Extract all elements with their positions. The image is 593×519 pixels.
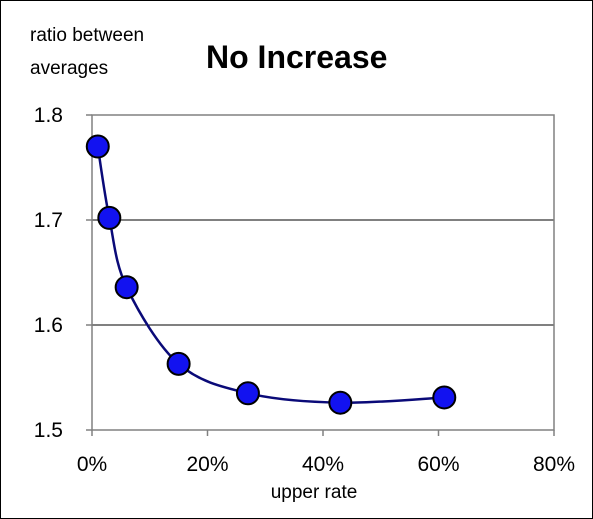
x-tick-label-2: 40% [302, 453, 344, 476]
x-axis-label: upper rate [271, 482, 358, 503]
y-axis-label-line-1: ratio between [30, 25, 144, 46]
data-point-6 [432, 385, 457, 410]
y-tick-label-1: 1.6 [34, 314, 63, 337]
tick-labels: 0% 20% 40% 60% 80% 1.5 1.6 1.7 1.8 [34, 104, 575, 476]
x-tick-label-1: 20% [186, 453, 228, 476]
y-tick-label-3: 1.8 [34, 104, 63, 127]
plot-area-border [91, 114, 555, 431]
data-point-1 [97, 205, 122, 230]
data-point-0 [85, 134, 110, 159]
grid-lines [92, 219, 554, 326]
series-markers [85, 134, 457, 415]
y-tick-label-2: 1.7 [34, 209, 63, 232]
x-tick-label-4: 80% [533, 453, 575, 476]
x-tick-label-0: 0% [77, 453, 107, 476]
y-tick-label-0: 1.5 [34, 419, 63, 442]
axis-ticks [86, 114, 555, 436]
chart-title: No Increase [206, 39, 387, 75]
series-line [96, 146, 445, 405]
data-point-5 [328, 390, 353, 415]
data-point-2 [114, 275, 139, 300]
data-point-4 [235, 381, 260, 406]
y-axis-label-line-2: averages [30, 58, 108, 79]
x-tick-label-3: 60% [417, 453, 459, 476]
data-point-3 [166, 351, 191, 376]
